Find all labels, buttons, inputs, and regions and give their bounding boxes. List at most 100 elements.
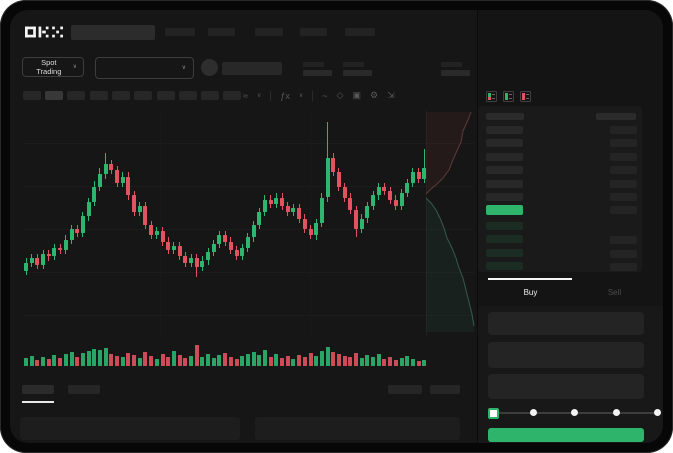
last-price-highlight[interactable] (486, 205, 523, 215)
ask-amount-placeholder (610, 126, 637, 134)
volume-bar (92, 349, 97, 366)
timeframe-button[interactable] (22, 91, 41, 100)
candle-body (69, 229, 74, 240)
bid-price-placeholder[interactable] (486, 235, 523, 244)
candle-body (58, 247, 63, 250)
bottom-panel-left[interactable] (20, 417, 240, 440)
nav-item-placeholder[interactable] (345, 28, 375, 36)
nav-item-placeholder[interactable] (165, 28, 195, 36)
market-type-selector[interactable]: Spot Trading ∨ (22, 57, 84, 77)
ask-amount-placeholder (610, 166, 637, 175)
timeframe-button[interactable] (156, 91, 175, 100)
stat-label-placeholder (441, 62, 462, 67)
slider-stop-dot[interactable] (654, 409, 661, 416)
icon-mark (505, 93, 508, 97)
compare-icon[interactable]: ◇ (336, 90, 344, 100)
slider-stop-dot[interactable] (571, 409, 578, 416)
book-bids-only-icon[interactable] (503, 91, 514, 102)
volume-bar (120, 357, 125, 366)
nav-item-placeholder[interactable] (255, 28, 283, 36)
volume-bar (234, 359, 239, 366)
candle-body (24, 262, 28, 271)
candle-body (143, 205, 148, 225)
book-bids-asks-icon[interactable] (486, 91, 497, 102)
timeframe-button[interactable] (223, 91, 242, 100)
bottom-tab-active-placeholder[interactable] (22, 385, 54, 394)
amount-field[interactable] (488, 342, 644, 368)
snapshot-icon[interactable]: ▣ (352, 90, 361, 100)
candle-body (115, 170, 120, 183)
candle-body (234, 250, 239, 257)
candle-body (371, 195, 376, 206)
ask-price-placeholder[interactable] (486, 166, 523, 175)
fullscreen-icon[interactable]: ⇲ (387, 90, 395, 100)
volume-bar (189, 356, 193, 366)
ask-price-placeholder[interactable] (486, 139, 523, 148)
volume-bar (274, 354, 279, 366)
ask-price-placeholder[interactable] (486, 126, 523, 134)
ask-amount-placeholder (610, 193, 637, 201)
nav-item-placeholder[interactable] (208, 28, 235, 36)
candle-body (410, 172, 415, 183)
slider-stop-dot[interactable] (529, 409, 537, 416)
volume-bar (29, 356, 34, 366)
volume-bar (365, 355, 370, 366)
buy-submit-button[interactable] (488, 428, 644, 442)
bid-price-placeholder[interactable] (486, 261, 523, 270)
bottom-tab-placeholder[interactable] (68, 385, 100, 394)
volume-bar (240, 356, 245, 366)
bid-price-placeholder[interactable] (486, 222, 523, 230)
gridline (24, 315, 474, 316)
settings-icon[interactable]: ⚙ (369, 90, 379, 100)
timeframe-button-active[interactable] (45, 91, 63, 100)
candle-body (405, 182, 410, 194)
ask-price-placeholder[interactable] (486, 152, 523, 161)
candle-body (41, 254, 46, 265)
chart-type-caret-icon[interactable]: ∨ (256, 93, 262, 99)
bottom-right-placeholder[interactable] (388, 385, 422, 394)
total-field[interactable] (488, 374, 644, 399)
bid-price-placeholder[interactable] (486, 248, 523, 257)
chart-type-icon[interactable]: ≈ (243, 90, 248, 101)
volume-bar (348, 357, 353, 366)
depth-chart-overlay (426, 111, 475, 332)
pair-selector[interactable]: ∨ (95, 57, 194, 79)
timeframe-button[interactable] (67, 91, 86, 100)
timeframe-button[interactable] (111, 91, 130, 100)
candle-body (285, 205, 290, 213)
volume-bar (194, 345, 199, 366)
volume-bar (103, 348, 108, 366)
chevron-down-icon: ∨ (181, 65, 186, 71)
ask-amount-placeholder (610, 139, 637, 148)
ask-price-placeholder[interactable] (486, 179, 523, 188)
timeframe-button[interactable] (178, 91, 197, 100)
volume-bar (399, 358, 404, 366)
nav-item-placeholder[interactable] (300, 28, 327, 36)
trendline-tool-icon[interactable]: ~ (322, 90, 328, 101)
tab-buy[interactable]: Buy (523, 288, 538, 297)
tab-sell[interactable]: Sell (607, 288, 622, 297)
gridline (160, 110, 161, 336)
candle-body (280, 197, 285, 206)
indicators-icon[interactable]: ƒx (280, 90, 290, 101)
timeframe-button[interactable] (201, 91, 220, 100)
slider-handle[interactable] (488, 408, 499, 419)
bottom-panel-right[interactable] (255, 417, 460, 440)
timeframe-button[interactable] (89, 91, 108, 100)
ask-price-placeholder[interactable] (486, 193, 523, 201)
pair-coin-icon (201, 59, 218, 76)
slider-stop-dot[interactable] (612, 409, 620, 416)
book-asks-only-icon[interactable] (520, 91, 531, 102)
pair-name-placeholder (222, 62, 282, 75)
volume-bar (354, 353, 359, 366)
bottom-right-placeholder[interactable] (430, 385, 460, 394)
amount-slider[interactable] (488, 406, 661, 420)
timeframe-button[interactable] (134, 91, 153, 100)
icon-mark (505, 96, 508, 100)
volume-bar (97, 350, 102, 366)
indicators-caret-icon[interactable]: ∨ (298, 93, 304, 99)
candlestick-chart[interactable] (10, 106, 477, 340)
price-field[interactable] (488, 312, 644, 335)
candle-body (342, 187, 347, 198)
